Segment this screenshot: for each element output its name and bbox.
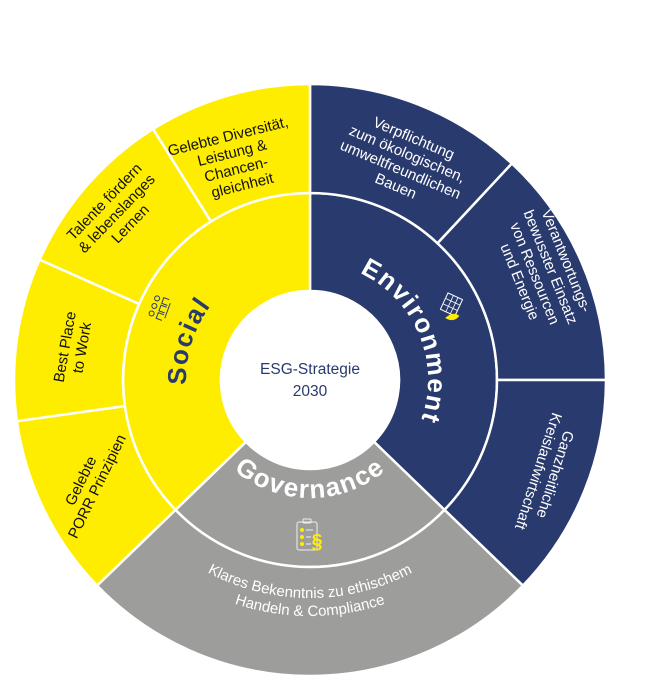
center-year: 2030 <box>293 383 328 400</box>
building-leaf-icon <box>439 292 464 321</box>
outer-segment-social-4 <box>151 82 312 224</box>
center-title: ESG-Strategie <box>260 361 360 378</box>
people-network-icon <box>148 295 171 321</box>
center-circle <box>221 291 399 469</box>
outer-segment-governance-1 <box>95 508 525 678</box>
clipboard-paragraph-icon: § <box>296 518 323 553</box>
svg-text:§: § <box>311 531 322 553</box>
